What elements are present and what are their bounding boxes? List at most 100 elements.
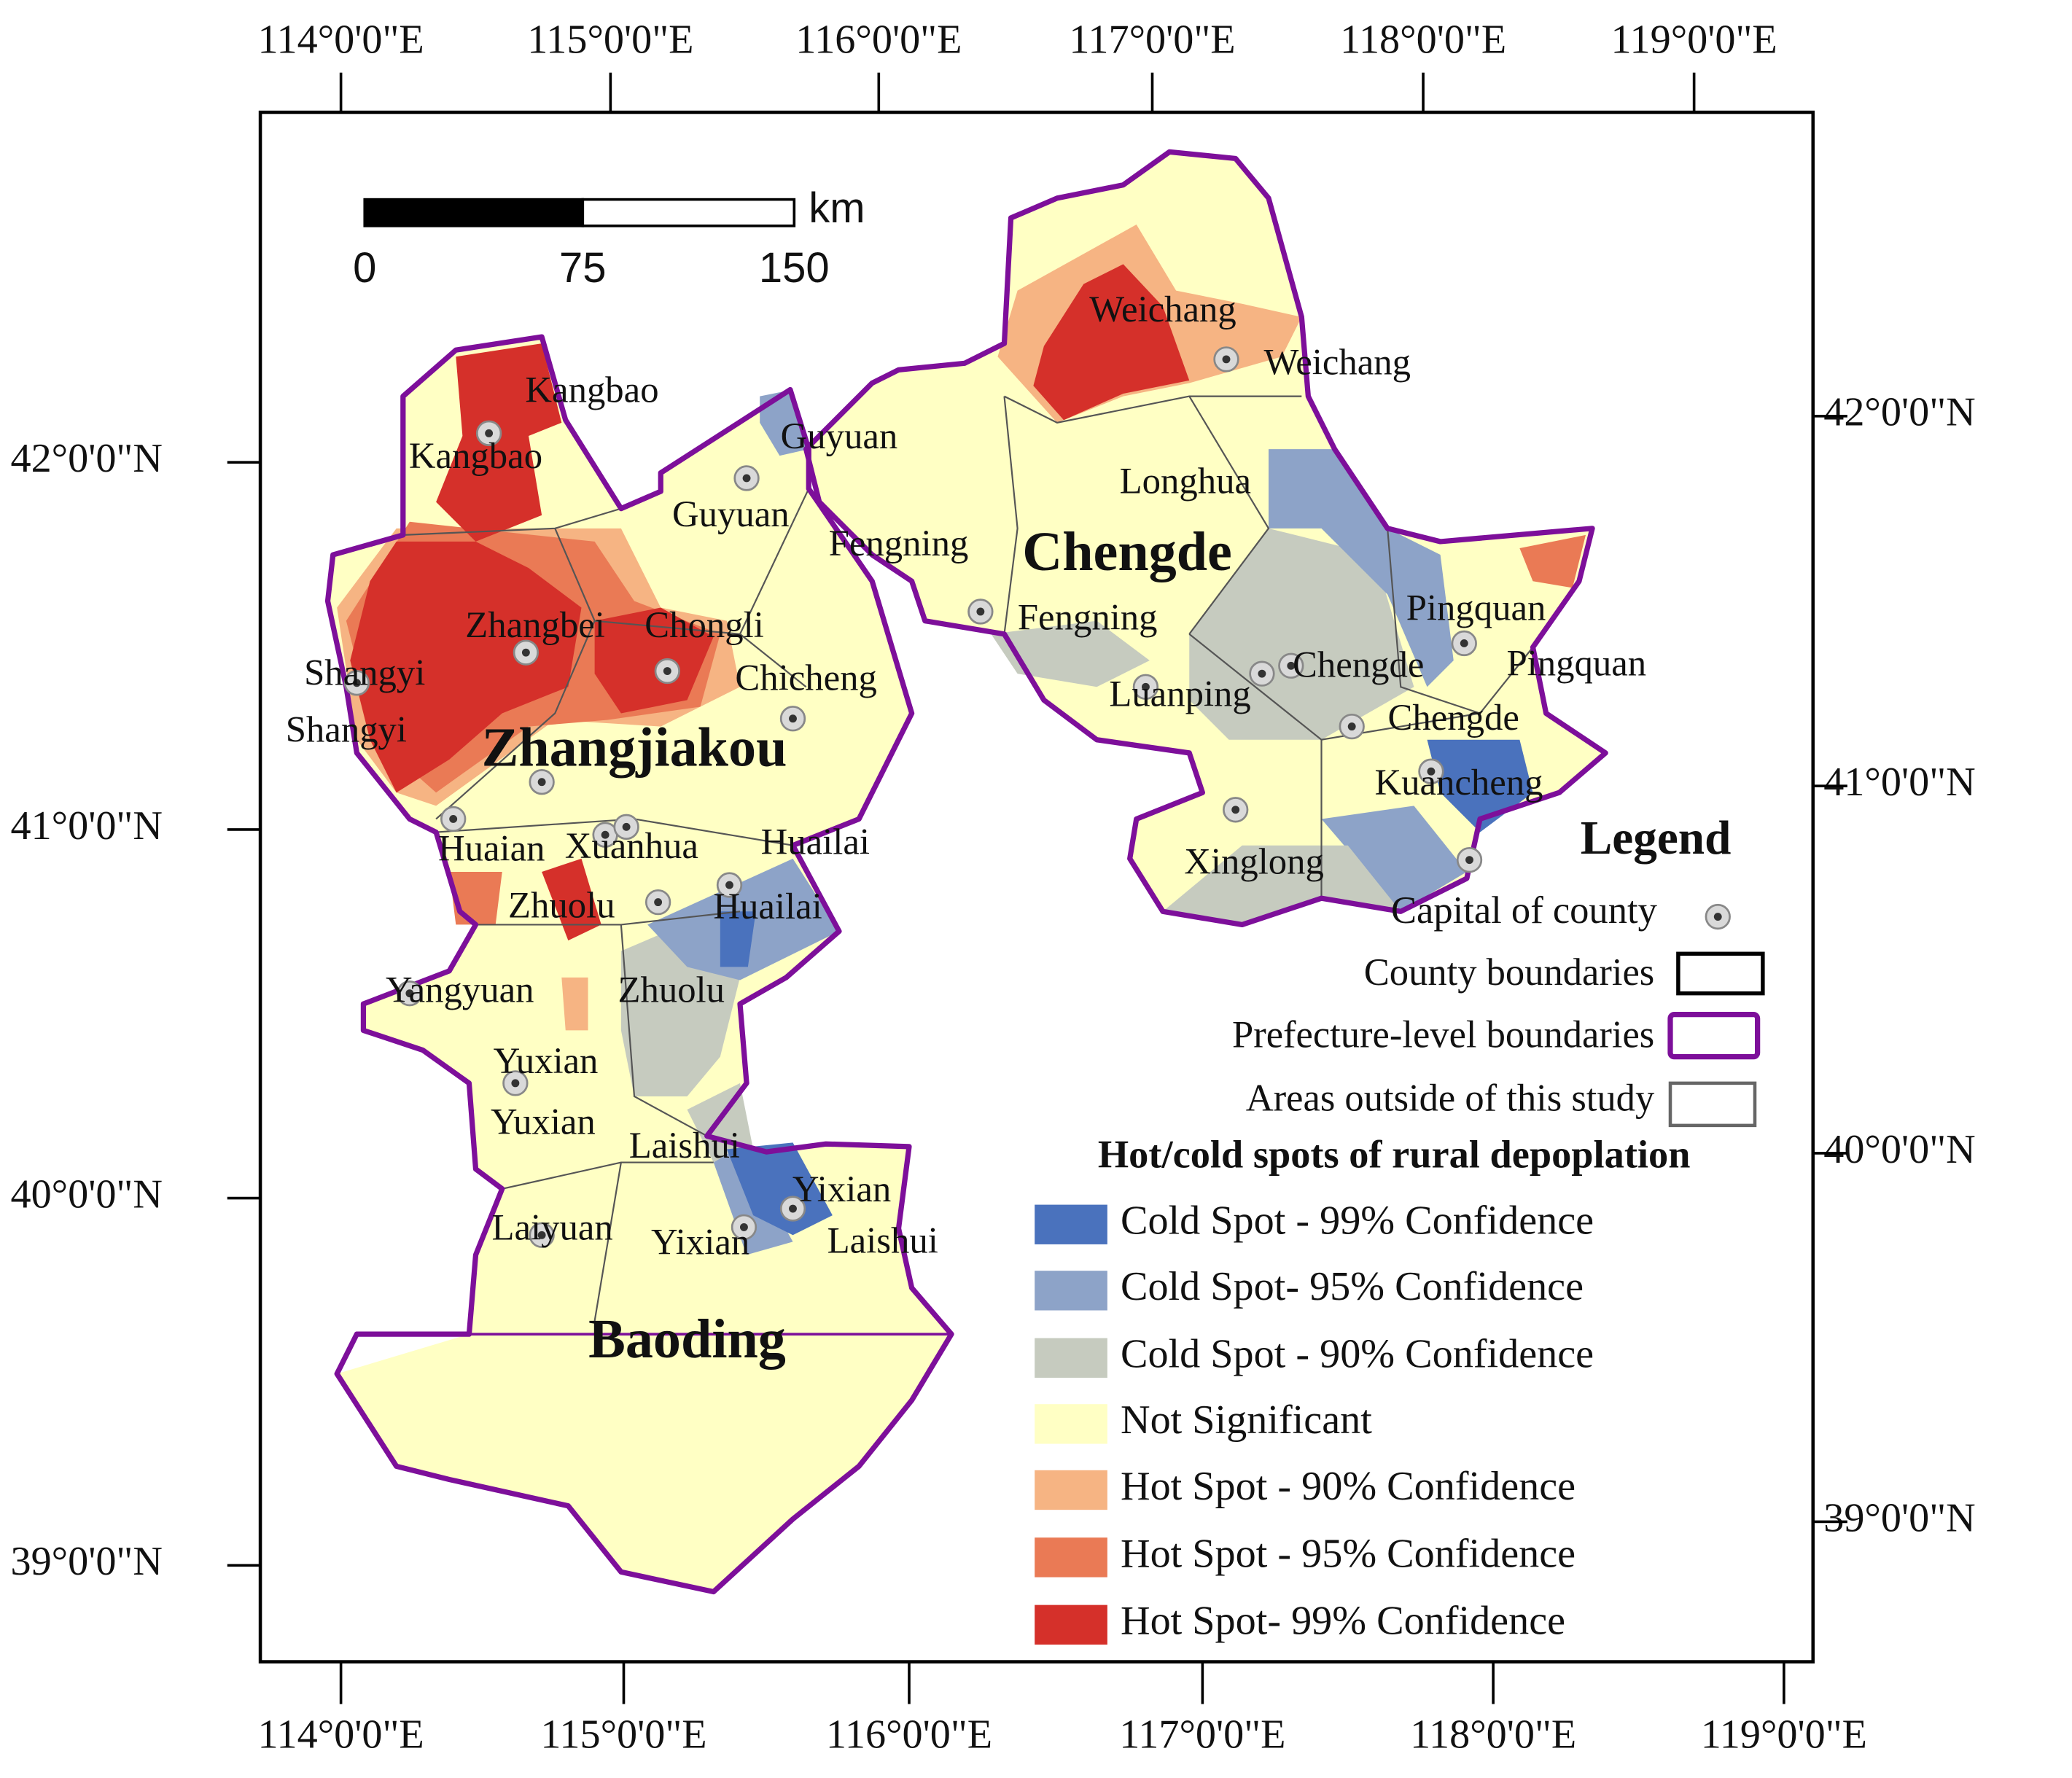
county-capital-dot (601, 830, 609, 839)
county-capital-dot (405, 989, 414, 998)
top-axis-label: 115°0'0"E (527, 17, 693, 63)
bottom-axis-label: 119°0'0"E (1701, 1712, 1867, 1758)
county-capital-dot (1142, 682, 1150, 691)
prefecture-label: Chengde (1022, 521, 1232, 582)
legend-swatch (1035, 1338, 1107, 1378)
county-capital-dot (511, 1079, 520, 1088)
place-label: Shangyi (286, 709, 407, 749)
county-capital-dot (663, 667, 671, 675)
legend-symbol-label: Prefecture-level boundaries (1232, 1013, 1654, 1056)
spot-area (350, 541, 582, 793)
place-label: Zhuolu (508, 884, 615, 925)
spot-area (1269, 449, 1454, 687)
county-boundary (739, 488, 810, 635)
top-axis-label: 116°0'0"E (795, 17, 962, 63)
county-boundary (1387, 528, 1481, 714)
legend-swatch (1035, 1470, 1107, 1510)
scale-bar-label: 75 (559, 245, 607, 292)
labels: 114°0'0"E 115°0'0"E 116°0'0"E 117°0'0"E 118°… (11, 17, 1976, 1758)
legend-swatch (1035, 1404, 1107, 1444)
county-boundary (1188, 396, 1270, 635)
legend-swatch (1035, 1537, 1107, 1578)
legend-symbol-label: County boundaries (1364, 951, 1655, 994)
prefecture-boundary (324, 334, 954, 1595)
place-label: Chengde (1388, 697, 1519, 738)
bottom-axis-label: 118°0'0"E (1410, 1712, 1576, 1758)
place-label: Laiyuan (491, 1206, 612, 1247)
county-capital-dot (521, 648, 530, 657)
county-capital-dot (976, 607, 985, 616)
county-capital-dot (1347, 722, 1356, 731)
spot-area (1189, 528, 1414, 740)
county-capital-dot (622, 822, 631, 831)
bottom-axis-label: 115°0'0"E (540, 1712, 706, 1758)
place-label: Guyuan (672, 494, 790, 534)
legend-class-label: Not Significant (1121, 1397, 1372, 1443)
county-capital-dot (1713, 913, 1722, 921)
place-label: Xuanhua (565, 825, 698, 866)
scale-bar-label: 150 (759, 245, 830, 292)
place-label: Kangbao (525, 370, 658, 410)
spot-area (1321, 806, 1467, 912)
county-capital-dot (537, 778, 546, 787)
county-capital-dot (789, 714, 797, 723)
place-label: Zhuolu (618, 969, 725, 1010)
place-label: Laishui (827, 1220, 938, 1261)
legend-class-label: Hot Spot - 90% Confidence (1121, 1464, 1576, 1509)
map-regions (324, 149, 1608, 1595)
spot-area (542, 858, 601, 941)
top-axis-label: 118°0'0"E (1340, 17, 1506, 63)
place-label: Xinglong (1184, 841, 1324, 882)
legend-heading: Hot/cold spots of rural depoplation (1098, 1133, 1691, 1177)
place-label: Laishui (629, 1125, 740, 1166)
county-boundary (1188, 633, 1534, 741)
legend-prefecture-box (1667, 1012, 1761, 1060)
top-axis-label: 114°0'0"E (258, 17, 424, 63)
spot-area (436, 343, 562, 542)
scale-bar-black (363, 198, 585, 227)
place-label: Huaian (438, 827, 545, 868)
left-axis-label: 41°0'0"N (11, 803, 163, 849)
scale-bar-label: 0 (353, 245, 376, 292)
spot-area (1033, 264, 1190, 421)
county-capital-dot (537, 1231, 546, 1239)
place-label: Fengning (1018, 596, 1158, 637)
place-label: Zhangbei (465, 604, 605, 645)
county-capital-dot (740, 1223, 748, 1231)
county-capital-dot (1465, 856, 1473, 865)
spot-area (594, 607, 714, 714)
place-label: Chongli (644, 604, 764, 645)
county-capital-dot (654, 898, 663, 907)
left-axis-label: 39°0'0"N (11, 1539, 163, 1584)
prefecture-boundary (803, 149, 1608, 928)
county-capital-dot (1258, 669, 1266, 678)
county-capital-dot (1460, 639, 1468, 647)
scale-bar-unit: km (809, 185, 865, 232)
county-capital-dot (1287, 661, 1296, 670)
place-label: Yuxian (494, 1040, 599, 1081)
left-axis-label: 42°0'0"N (11, 436, 163, 481)
county-capital-dot (352, 679, 361, 687)
county-capital-dot (742, 474, 751, 483)
place-label: Chicheng (735, 658, 876, 698)
place-label: Yixian (651, 1221, 749, 1262)
county-capital-dot (1427, 767, 1436, 776)
place-label: Fengning (829, 523, 969, 564)
bottom-axis-label: 116°0'0"E (826, 1712, 992, 1758)
prefecture-label: Baoding (588, 1309, 786, 1370)
place-label: Yangyuan (386, 969, 534, 1010)
spot-area (991, 620, 1150, 687)
spot-area (720, 911, 756, 967)
spot-area (1163, 845, 1401, 925)
legend-title: Legend (1581, 812, 1732, 865)
spot-area (561, 977, 588, 1031)
legend-symbol-label: Areas outside of this study (1246, 1077, 1655, 1119)
place-label: Luanping (1109, 673, 1250, 714)
bottom-axis-label: 117°0'0"E (1119, 1712, 1285, 1758)
county-capital-dot (485, 429, 494, 437)
legend-county-box (1676, 951, 1765, 996)
right-axis-label: 40°0'0"N (1823, 1127, 1975, 1172)
place-label: Weichang (1263, 342, 1411, 383)
county-boundary (593, 1162, 622, 1322)
place-label: Chengde (1293, 644, 1424, 685)
